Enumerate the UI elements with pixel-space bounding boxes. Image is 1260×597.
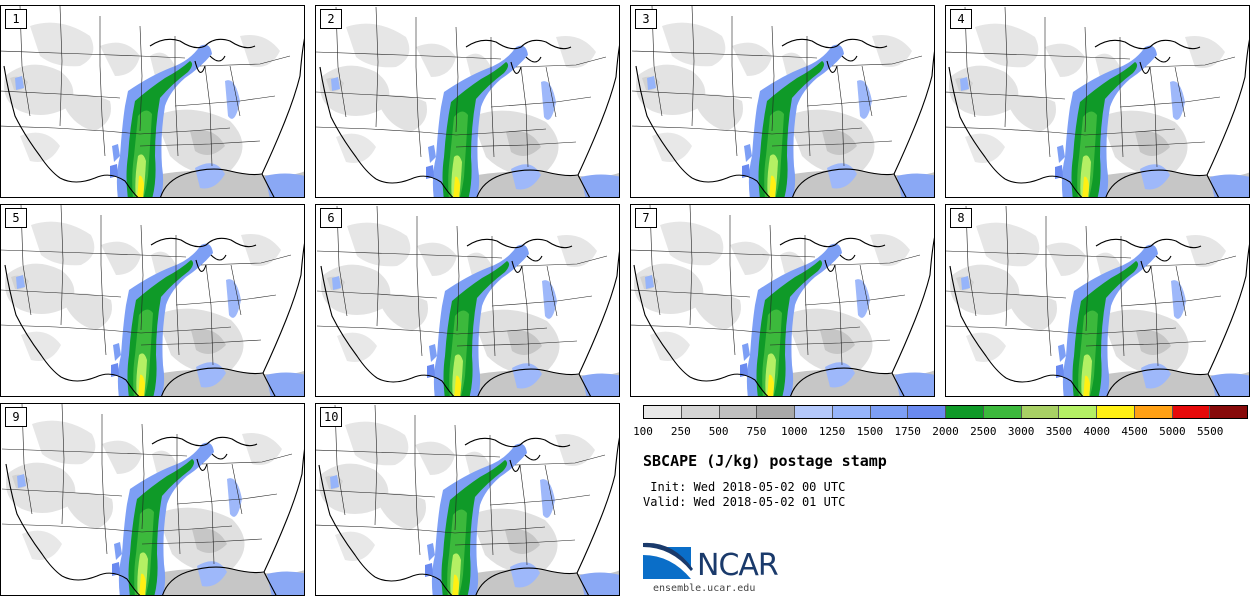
colorbar-tick-label: 750 [746,425,767,438]
colorbar-swatch [832,406,871,418]
colorbar-tick-label: 3000 [1007,425,1035,438]
sbcape-map [316,404,619,595]
colorbar-tick-label: 4000 [1083,425,1111,438]
colorbar-tick-label: 1250 [818,425,846,438]
sbcape-map [946,6,1249,197]
colorbar-swatch [1059,406,1097,418]
colorbar-swatch [1021,406,1060,418]
colorbar-swatch [1172,406,1211,418]
colorbar-swatch [681,406,720,418]
colorbar-tick-label: 5500 [1196,425,1224,438]
colorbar-swatch [757,406,795,418]
map-panel-3: 3 [630,5,935,198]
colorbar-swatch [795,406,833,418]
site-url: ensemble.ucar.edu [653,583,756,594]
sbcape-map [631,6,934,197]
sbcape-map [1,205,304,396]
colorbar-tick-label: 1000 [781,425,808,438]
panel-number: 3 [635,9,657,29]
panel-number: 2 [320,9,342,29]
panel-number: 6 [320,208,342,228]
ncar-logo-text: NCAR [697,548,779,583]
colorbar-labels: 100 250 500 750 1000 1250 1500 1750 2000 2500 3000… [633,425,1248,439]
map-panel-1: 1 [0,5,305,198]
sbcape-map [946,205,1249,396]
colorbar-tick-label: 500 [708,425,729,438]
map-panel-4: 4 [945,5,1250,198]
colorbar-swatch [870,406,909,418]
panel-number: 9 [5,407,27,427]
panel-number: 8 [950,208,972,228]
colorbar-tick-label: 1500 [856,425,884,438]
panel-number: 1 [5,9,27,29]
sbcape-map [1,404,304,595]
map-panel-7: 7 [630,204,935,397]
colorbar-swatch [983,406,1022,418]
colorbar-tick-label: 3500 [1045,425,1073,438]
colorbar-tick-label: 1750 [894,425,921,438]
colorbar-swatch [719,406,758,418]
colorbar-tick-label: 5000 [1159,425,1186,438]
colorbar-tick-label: 250 [670,425,691,438]
valid-time: Valid: Wed 2018-05-02 01 UTC [643,495,846,509]
colorbar [643,405,1248,419]
colorbar-tick-label: 2000 [932,425,959,438]
plot-title: SBCAPE (J/kg) postage stamp [643,452,887,470]
panel-number: 4 [950,9,972,29]
colorbar-tick-label: 100 [633,425,653,438]
colorbar-swatch [946,406,984,418]
sbcape-map [631,205,934,396]
ncar-logo-icon [643,542,693,579]
panel-number: 7 [635,208,657,228]
colorbar-swatch [644,406,682,418]
colorbar-swatch [908,406,946,418]
colorbar-swatch [1134,406,1173,418]
map-panel-10: 10 [315,403,620,596]
map-panel-8: 8 [945,204,1250,397]
init-time: Init: Wed 2018-05-02 00 UTC [643,480,846,494]
colorbar-swatch [1097,406,1135,418]
panel-number: 10 [320,407,343,427]
map-panel-5: 5 [0,204,305,397]
map-panel-2: 2 [315,5,620,198]
colorbar-swatch [1210,406,1247,418]
sbcape-map [316,205,619,396]
colorbar-tick-label: 2500 [970,425,997,438]
map-panel-6: 6 [315,204,620,397]
map-panel-9: 9 [0,403,305,596]
colorbar-tick-label: 4500 [1121,425,1148,438]
sbcape-map [316,6,619,197]
panel-number: 5 [5,208,27,228]
sbcape-map [1,6,304,197]
